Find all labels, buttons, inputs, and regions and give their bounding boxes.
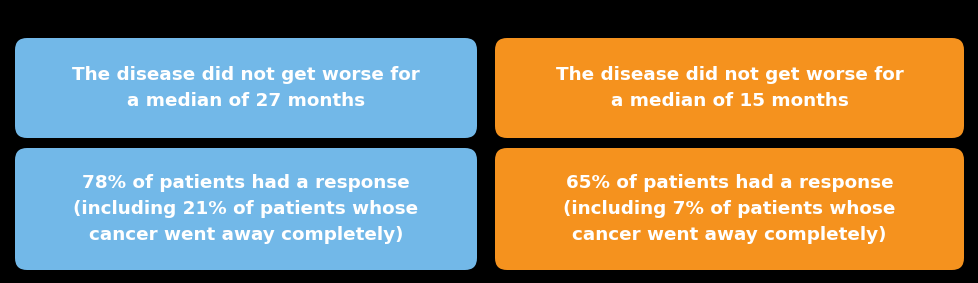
FancyBboxPatch shape bbox=[495, 38, 963, 138]
Text: The disease did not get worse for
a median of 27 months: The disease did not get worse for a medi… bbox=[72, 66, 420, 110]
Text: 78% of patients had a response
(including 21% of patients whose
cancer went away: 78% of patients had a response (includin… bbox=[73, 174, 419, 244]
Text: 65% of patients had a response
(including 7% of patients whose
cancer went away : 65% of patients had a response (includin… bbox=[562, 174, 895, 244]
FancyBboxPatch shape bbox=[15, 148, 476, 270]
Text: The disease did not get worse for
a median of 15 months: The disease did not get worse for a medi… bbox=[556, 66, 903, 110]
FancyBboxPatch shape bbox=[495, 148, 963, 270]
FancyBboxPatch shape bbox=[15, 38, 476, 138]
